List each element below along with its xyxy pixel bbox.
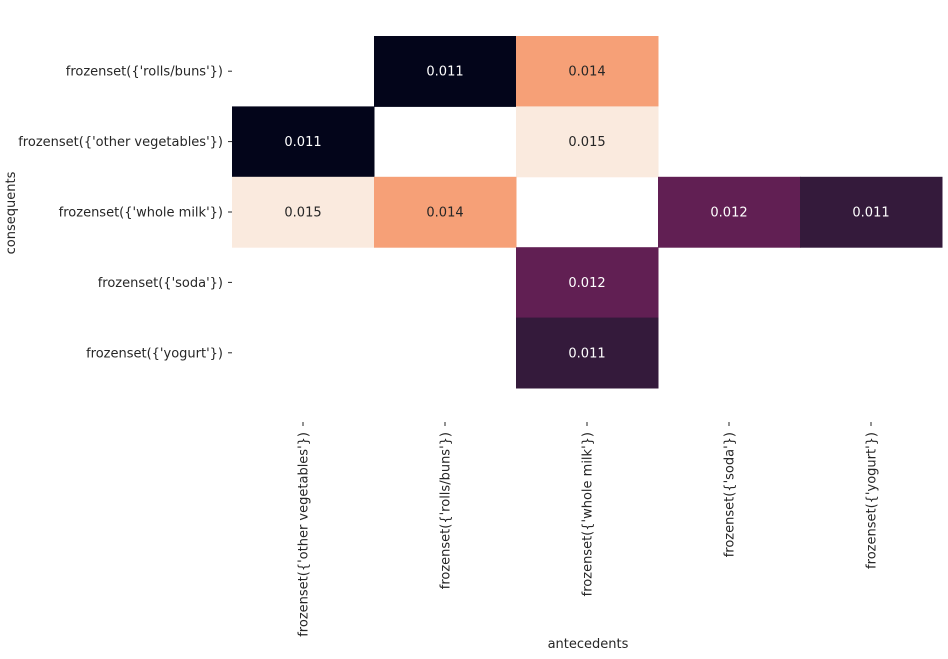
y-tick-label: frozenset({'yogurt'}) xyxy=(86,346,223,361)
y-tick-label: frozenset({'other vegetables'}) xyxy=(18,135,223,150)
heatmap-cell xyxy=(374,36,517,107)
cell-value-label: 0.015 xyxy=(284,206,321,221)
cell-value-label: 0.011 xyxy=(284,135,321,150)
cell-value-label: 0.012 xyxy=(568,276,605,291)
heatmap-cells xyxy=(232,36,943,389)
cell-value-label: 0.015 xyxy=(568,135,605,150)
heatmap-cell xyxy=(800,176,943,248)
heatmap-cell xyxy=(516,106,659,178)
cell-value-label: 0.014 xyxy=(426,206,463,221)
x-tick-label: frozenset({'rolls/buns'}) xyxy=(439,432,454,589)
cell-value-label: 0.012 xyxy=(710,206,747,221)
heatmap-cell xyxy=(516,247,659,319)
x-tick-label: frozenset({'other vegetables'}) xyxy=(297,432,312,637)
cell-value-label: 0.011 xyxy=(852,206,889,221)
heatmap-cell-labels: 0.011 0.014 0.011 0.015 0.015 0.014 0.012 0.011… xyxy=(284,65,889,362)
heatmap-cell xyxy=(658,176,801,248)
cell-value-label: 0.011 xyxy=(426,65,463,80)
heatmap-cell xyxy=(232,106,375,178)
y-tick-label: frozenset({'soda'}) xyxy=(98,276,223,291)
x-axis-ticks: frozenset({'other vegetables'}) frozenset… xyxy=(297,422,880,637)
x-tick-label: frozenset({'yogurt'}) xyxy=(865,432,880,569)
cell-value-label: 0.014 xyxy=(568,65,605,80)
x-axis-label: antecedents xyxy=(548,637,629,652)
x-tick-label: frozenset({'soda'}) xyxy=(723,432,738,557)
y-tick-label: frozenset({'rolls/buns'}) xyxy=(66,65,223,80)
heatmap-cell xyxy=(516,36,659,107)
y-tick-label: frozenset({'whole milk'}) xyxy=(59,206,223,221)
heatmap-cell xyxy=(232,176,375,248)
heatmap-cell xyxy=(374,176,517,248)
cell-value-label: 0.011 xyxy=(568,346,605,361)
x-tick-label: frozenset({'whole milk'}) xyxy=(581,432,596,596)
y-axis-label: consequents xyxy=(4,171,19,254)
y-axis-ticks: frozenset({'rolls/buns'}) frozenset({'oth… xyxy=(18,65,232,361)
heatmap-cell xyxy=(516,317,659,389)
